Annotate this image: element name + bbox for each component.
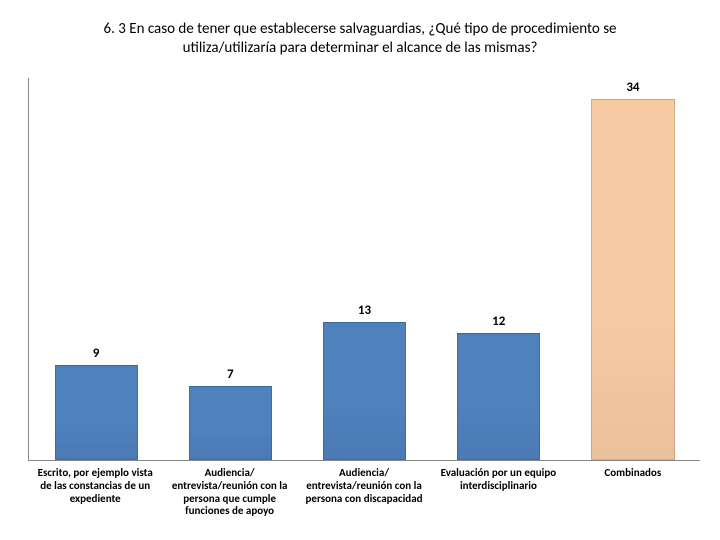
x-axis-label: Combinados bbox=[566, 461, 700, 518]
bar bbox=[55, 365, 138, 461]
x-axis-label: Escrito, por ejemplo vista de las consta… bbox=[28, 461, 162, 518]
bar-value-label: 13 bbox=[297, 303, 431, 318]
bar-column: 9 bbox=[29, 78, 163, 460]
bar bbox=[591, 99, 674, 460]
chart-page: 6. 3 En caso de tener que establecerse s… bbox=[0, 0, 720, 540]
bar bbox=[323, 322, 406, 460]
bar-columns: 97 1312 34 bbox=[29, 78, 700, 460]
x-axis-labels: Escrito, por ejemplo vista de las consta… bbox=[28, 461, 700, 518]
bar-column: 34 bbox=[566, 78, 700, 460]
chart-title-line2: utiliza/utilizaría para determinar el al… bbox=[183, 39, 538, 57]
bar-value-label: 12 bbox=[432, 314, 566, 329]
bar bbox=[189, 386, 272, 460]
bar-value-label: 7 bbox=[163, 367, 297, 382]
bar bbox=[457, 333, 540, 460]
bar-column: 13 bbox=[297, 78, 431, 460]
bar-column: 7 bbox=[163, 78, 297, 460]
bar-column: 12 bbox=[432, 78, 566, 460]
bar-value-label: 9 bbox=[29, 346, 163, 361]
x-axis-label: Evaluación por un equipo interdisciplina… bbox=[431, 461, 565, 518]
plot-area: 97 1312 34 bbox=[28, 78, 700, 461]
chart-title-line1: 6. 3 En caso de tener que establecerse s… bbox=[103, 20, 616, 38]
chart-title: 6. 3 En caso de tener que establecerse s… bbox=[40, 20, 680, 58]
x-axis-label: Audiencia/ entrevista/reunión con la per… bbox=[297, 461, 431, 518]
bar-value-label: 34 bbox=[566, 80, 700, 95]
x-axis-label: Audiencia/ entrevista/reunión con la per… bbox=[162, 461, 296, 518]
